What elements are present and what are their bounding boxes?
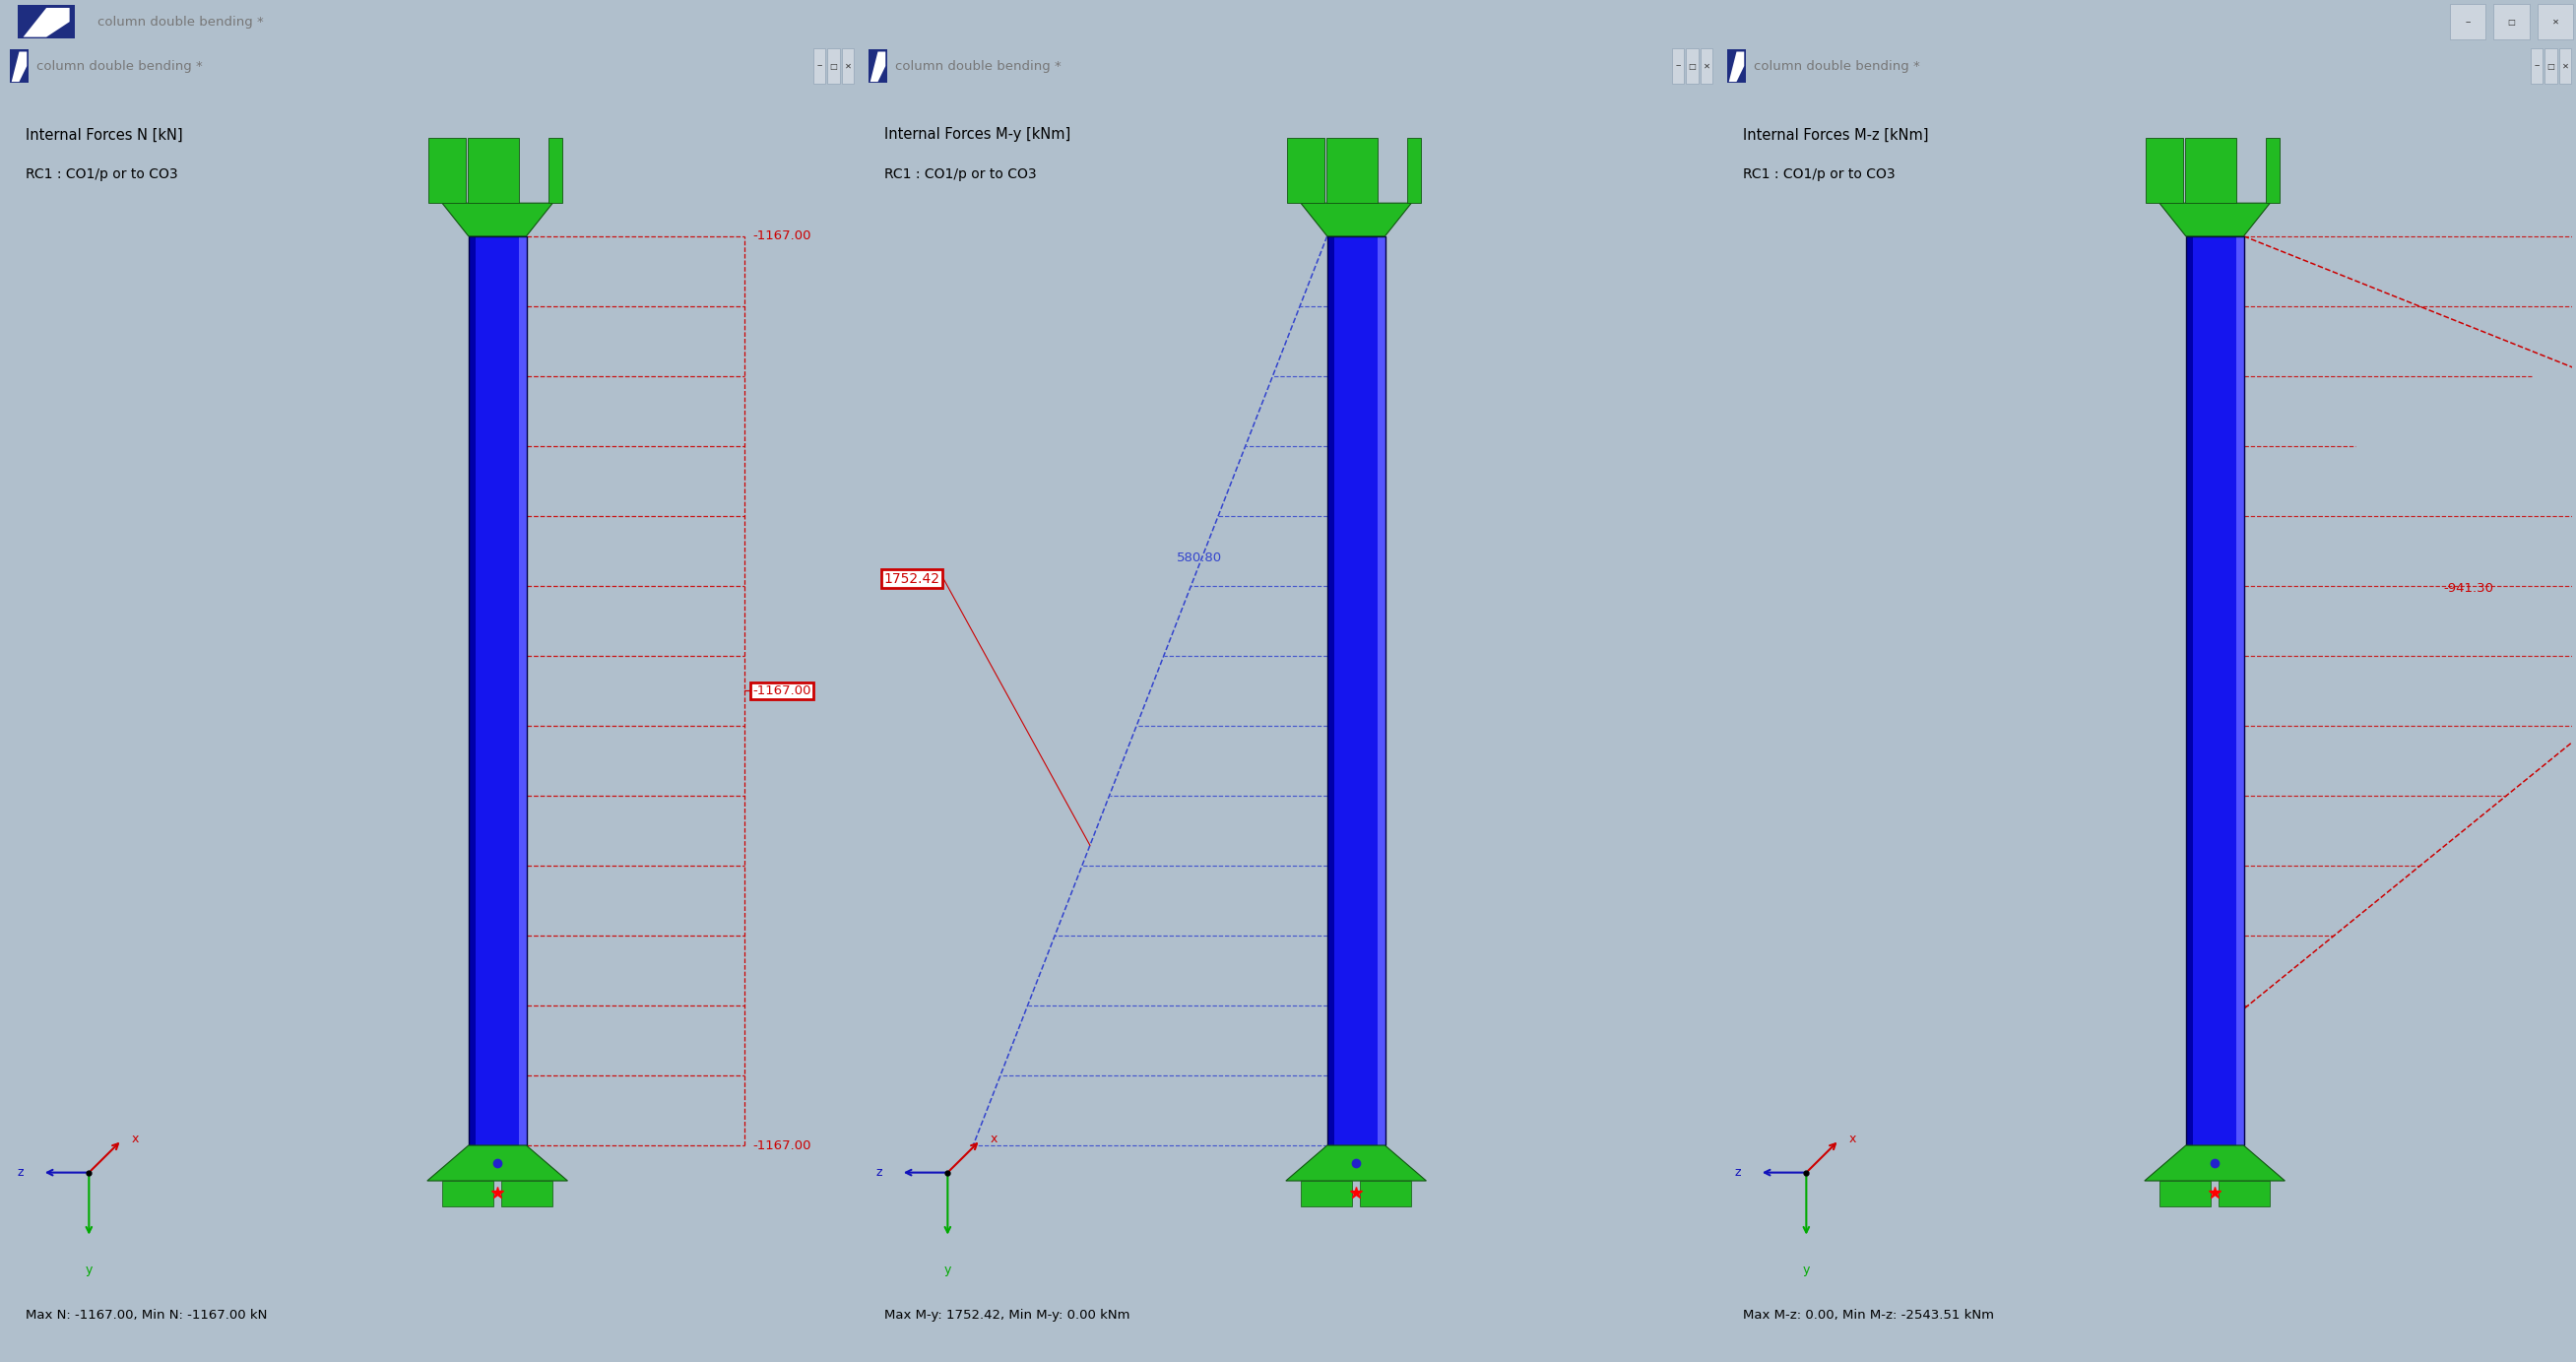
Bar xyxy=(10,49,28,83)
Polygon shape xyxy=(2184,138,2236,203)
Bar xyxy=(1726,49,1747,83)
Polygon shape xyxy=(1301,1181,1352,1207)
Polygon shape xyxy=(549,138,562,203)
Text: y: y xyxy=(85,1264,93,1276)
Text: ✕: ✕ xyxy=(2553,18,2558,26)
Text: x: x xyxy=(1850,1132,1857,1145)
Text: x: x xyxy=(131,1132,139,1145)
Text: column double bending *: column double bending * xyxy=(1754,60,1919,72)
Bar xyxy=(469,236,477,1145)
Bar xyxy=(520,236,526,1145)
Text: □: □ xyxy=(2506,18,2517,26)
Bar xyxy=(814,48,824,84)
Text: z: z xyxy=(18,1166,23,1179)
Bar xyxy=(2494,4,2530,39)
Text: RC1 : CO1/p or to CO3: RC1 : CO1/p or to CO3 xyxy=(26,168,178,181)
Bar xyxy=(1378,236,1386,1145)
Bar xyxy=(868,49,886,83)
Text: column double bending *: column double bending * xyxy=(36,60,204,72)
Text: ‒: ‒ xyxy=(2465,18,2470,26)
Polygon shape xyxy=(443,203,554,236)
Bar xyxy=(2187,236,2244,1145)
Text: ✕: ✕ xyxy=(2563,61,2568,71)
Polygon shape xyxy=(428,1145,567,1181)
Text: Max M-y: 1752.42, Min M-y: 0.00 kNm: Max M-y: 1752.42, Min M-y: 0.00 kNm xyxy=(884,1309,1128,1323)
Text: -941.30: -941.30 xyxy=(2445,582,2494,594)
Text: z: z xyxy=(876,1166,881,1179)
Text: ‒: ‒ xyxy=(2535,61,2540,71)
Polygon shape xyxy=(1327,138,1378,203)
Bar xyxy=(2561,48,2571,84)
Bar xyxy=(469,236,526,1145)
Text: -1167.00: -1167.00 xyxy=(752,684,811,697)
Text: ✕: ✕ xyxy=(845,61,853,71)
Text: -1167.00: -1167.00 xyxy=(752,1139,811,1152)
Text: -1167.00: -1167.00 xyxy=(752,230,811,242)
Polygon shape xyxy=(502,1181,551,1207)
Text: Max M-z: 0.00, Min M-z: -2543.51 kNm: Max M-z: 0.00, Min M-z: -2543.51 kNm xyxy=(1741,1309,1994,1323)
Bar xyxy=(827,48,840,84)
Bar xyxy=(1700,48,1713,84)
Text: column double bending *: column double bending * xyxy=(894,60,1061,72)
Bar xyxy=(18,5,75,38)
Text: Max N: -1167.00, Min N: -1167.00 kN: Max N: -1167.00, Min N: -1167.00 kN xyxy=(26,1309,268,1323)
Text: 1752.42: 1752.42 xyxy=(884,572,940,586)
Bar xyxy=(1687,48,1698,84)
Polygon shape xyxy=(1301,203,1412,236)
Bar xyxy=(1327,236,1386,1145)
Text: y: y xyxy=(1803,1264,1811,1276)
Polygon shape xyxy=(1406,138,1422,203)
Polygon shape xyxy=(1360,1181,1412,1207)
Polygon shape xyxy=(1285,1145,1427,1181)
Polygon shape xyxy=(2146,138,2182,203)
Text: RC1 : CO1/p or to CO3: RC1 : CO1/p or to CO3 xyxy=(1741,168,1896,181)
Polygon shape xyxy=(2159,1181,2210,1207)
Bar xyxy=(2187,236,2192,1145)
Polygon shape xyxy=(1728,52,1744,82)
Polygon shape xyxy=(428,138,466,203)
Text: □: □ xyxy=(2548,61,2555,71)
Bar xyxy=(1327,236,1334,1145)
Bar xyxy=(842,48,855,84)
Text: Internal Forces M-y [kNm]: Internal Forces M-y [kNm] xyxy=(884,128,1069,142)
Bar xyxy=(2236,236,2244,1145)
Polygon shape xyxy=(2218,1181,2269,1207)
Bar xyxy=(1672,48,1685,84)
Polygon shape xyxy=(443,1181,495,1207)
Text: □: □ xyxy=(1687,61,1695,71)
Polygon shape xyxy=(10,52,26,82)
Polygon shape xyxy=(2264,138,2280,203)
Text: ‒: ‒ xyxy=(1674,61,1680,71)
Text: ✕: ✕ xyxy=(1703,61,1710,71)
Polygon shape xyxy=(1288,138,1324,203)
Bar xyxy=(2187,236,2244,1145)
Text: 580.80: 580.80 xyxy=(1177,552,1224,564)
Text: column double bending *: column double bending * xyxy=(98,15,265,29)
Text: Internal Forces N [kN]: Internal Forces N [kN] xyxy=(26,128,183,142)
Text: z: z xyxy=(1734,1166,1741,1179)
Polygon shape xyxy=(2159,203,2269,236)
Text: □: □ xyxy=(829,61,837,71)
Bar xyxy=(2530,48,2543,84)
Bar xyxy=(2545,48,2558,84)
Text: y: y xyxy=(943,1264,951,1276)
Polygon shape xyxy=(469,138,518,203)
Polygon shape xyxy=(2146,1145,2285,1181)
Polygon shape xyxy=(871,52,886,82)
Bar xyxy=(469,236,526,1145)
Bar xyxy=(2450,4,2486,39)
Text: RC1 : CO1/p or to CO3: RC1 : CO1/p or to CO3 xyxy=(884,168,1036,181)
Text: x: x xyxy=(989,1132,997,1145)
Polygon shape xyxy=(23,8,70,37)
Text: ‒: ‒ xyxy=(817,61,822,71)
Bar xyxy=(2537,4,2573,39)
Bar xyxy=(1327,236,1386,1145)
Text: Internal Forces M-z [kNm]: Internal Forces M-z [kNm] xyxy=(1741,128,1927,142)
